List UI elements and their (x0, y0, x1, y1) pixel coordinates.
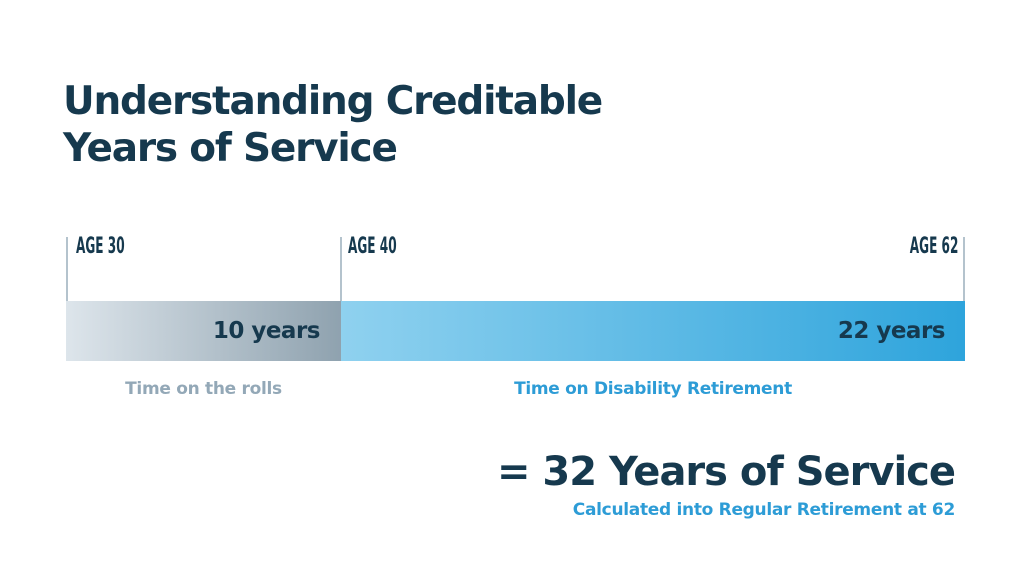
caption-time-on-rolls: Time on the rolls (125, 379, 282, 399)
age-marker-30-label: AGE 30 (76, 234, 125, 259)
age-marker-30-tick-line (66, 237, 68, 301)
bar-segment-time-on-rolls: 10 years (66, 301, 341, 361)
age-marker-62-label: AGE 62 (909, 234, 958, 259)
age-marker-40-tick-line (340, 237, 342, 301)
page-title-line-1: Understanding Creditable (63, 79, 603, 124)
summary-block: = 32 Years of Service Calculated into Re… (496, 449, 956, 520)
page-title-line-2: Years of Service (63, 126, 398, 171)
age-marker-62-tick-line (963, 237, 965, 301)
bar-segment-disability-retirement-label: 22 years (837, 318, 946, 344)
service-timeline-bar: 10 years 22 years (66, 301, 965, 361)
bar-segment-disability-retirement: 22 years (341, 301, 965, 361)
caption-disability-retirement: Time on Disability Retirement (514, 379, 792, 399)
summary-total-text: = 32 Years of Service (496, 449, 956, 495)
bar-segment-time-on-rolls-label: 10 years (212, 318, 321, 344)
summary-subtitle-text: Calculated into Regular Retirement at 62 (572, 500, 956, 520)
age-marker-40-label: AGE 40 (348, 234, 397, 259)
page-title: Understanding Creditable Years of Servic… (63, 78, 603, 172)
